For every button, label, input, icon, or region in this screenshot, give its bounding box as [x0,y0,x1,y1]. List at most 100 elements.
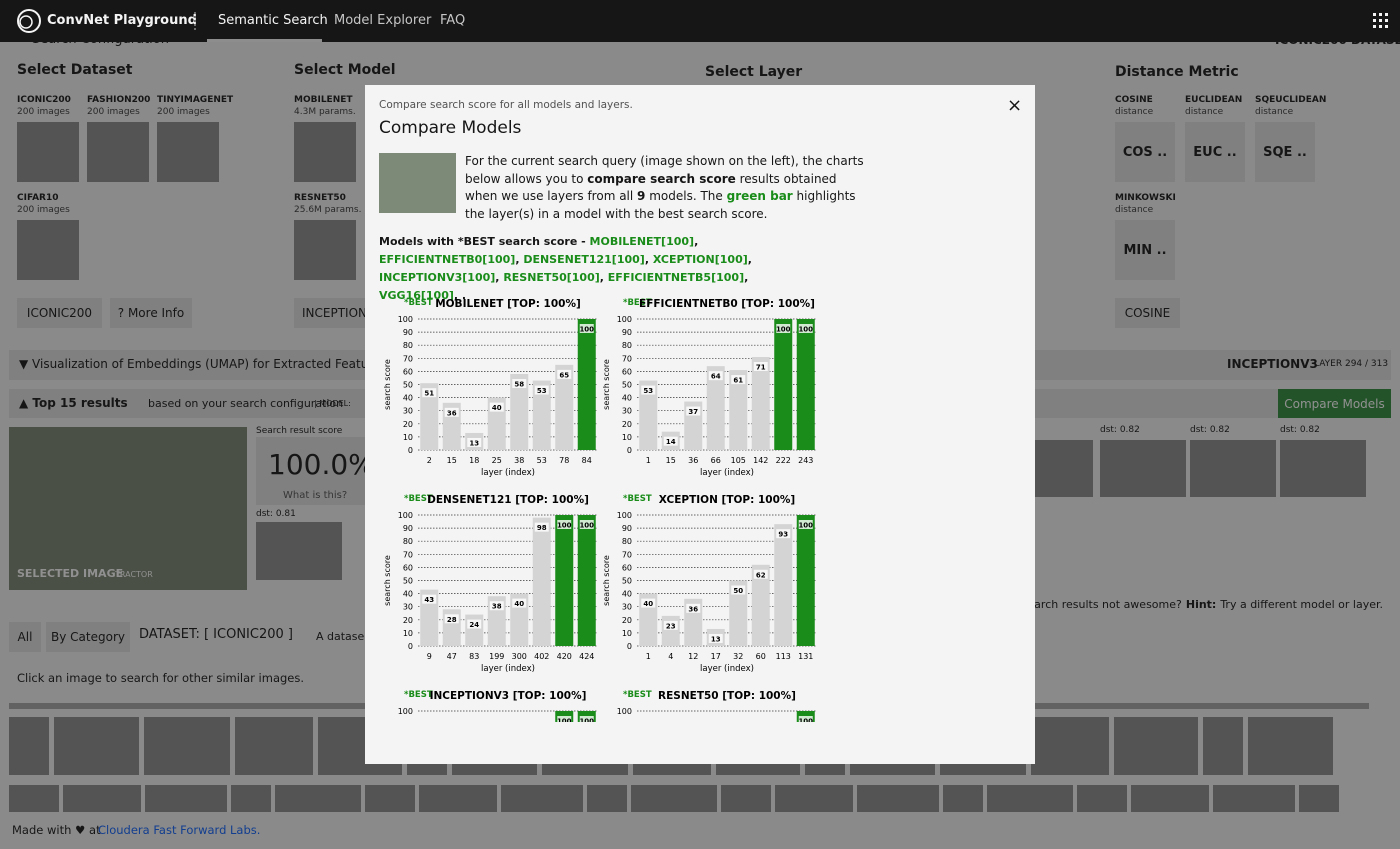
intro-text: 9 [637,189,646,203]
divider [194,12,198,30]
modal-kicker: Compare search score for all models and … [379,99,633,111]
value-label-bg [753,361,768,371]
gallery-thumb [365,785,415,812]
value-label: 43 [424,596,434,604]
bar [796,319,815,450]
best-label: *BEST [623,494,652,504]
bar [420,589,439,646]
nav-tab[interactable]: Semantic Search [218,13,328,28]
x-tick-label: 113 [776,652,791,661]
value-label: 100 [798,718,813,723]
y-tick-label: 40 [622,394,632,403]
gallery-thumb [721,785,771,812]
gallery-thumb [9,717,49,775]
y-tick-label: 100 [398,511,413,520]
results-model: | MODEL: [314,399,351,408]
bar [796,515,815,646]
best-model: INCEPTIONV3[100] [379,271,496,284]
result-thumb [1100,440,1186,497]
value-label-bg [557,520,572,529]
selected-label: SELECTED IMAGE [17,567,124,580]
dst-label: dst: 0.82 [1280,425,1320,435]
value-label-bg [422,388,437,398]
dst-label: dst: 0.82 [1100,425,1140,435]
bar [532,517,551,646]
dst-label: dst: 0.82 [1190,425,1230,435]
value-label: 100 [798,326,813,334]
x-tick-label: 1 [646,456,651,465]
dataset-name: FASHION200 [87,95,151,105]
value-label-bg [798,716,813,722]
close-button[interactable]: × [1007,95,1023,116]
app-switcher[interactable] [1372,12,1390,30]
value-label: 40 [514,600,524,608]
value-label-bg [557,716,572,722]
intro-text: compare search score [587,171,736,186]
hint: Search results not awesome? Hint: Try a di… [1016,598,1383,611]
y-tick-label: 60 [622,367,632,376]
value-label: 100 [579,522,594,530]
x-tick-label: 38 [514,456,524,465]
brand[interactable]: ConvNet Playground [47,13,197,28]
x-tick-label: 78 [559,456,569,465]
nav-tab[interactable]: FAQ [440,13,466,28]
y-tick-label: 100 [617,511,632,520]
separator: , [694,235,699,248]
bar [706,366,725,450]
value-label: 13 [469,439,479,447]
x-tick-label: 53 [537,456,547,465]
active-tab-indicator [207,0,322,42]
result-thumb [1190,440,1276,497]
value-label: 37 [688,408,698,416]
dataset-name: ICONIC200 [17,95,71,105]
dataset-thumb [87,122,149,182]
nav-tab[interactable]: Model Explorer [334,13,432,28]
gallery-thumb [1299,785,1339,812]
value-label: 100 [798,522,813,530]
x-tick-label: 105 [731,456,746,465]
bar [420,383,439,450]
best-model: EFFICIENTNETB0[100] [379,253,516,266]
metric-sub: distance [1115,107,1154,117]
value-label: 38 [492,603,502,611]
chart-title: MOBILENET [TOP: 100%] [435,298,581,310]
section-heading: Select Layer [705,64,803,80]
x-tick-label: 9 [427,652,432,661]
gallery-thumb [775,785,853,812]
y-tick-label: 70 [622,550,632,559]
y-tick-label: 30 [403,603,413,612]
y-tick-label: 60 [622,563,632,572]
value-label: 100 [557,522,572,530]
chart-title: RESNET50 [TOP: 100%] [658,690,796,702]
bar [465,614,484,646]
umap-model: INCEPTIONV3 [1227,357,1318,371]
bar [555,364,574,450]
value-label: 28 [447,616,457,624]
value-label: 53 [537,387,547,395]
metric-name: COSINE [1115,95,1153,105]
x-tick-label: 402 [534,652,549,661]
y-axis-label: search score [602,555,611,606]
best-models: Models with *BEST search score - MOBILEN… [379,233,799,305]
x-tick-label: 1 [646,652,651,661]
best-label: *BEST [404,298,433,308]
x-tick-label: 32 [733,652,743,661]
x-tick-label: 15 [447,456,457,465]
dataset-button: ICONIC200 [17,298,102,328]
best-model: VGG16[100] [379,289,454,302]
x-tick-label: 60 [756,652,766,661]
value-label: 40 [492,404,502,412]
x-tick-label: 222 [776,456,791,465]
gallery-thumb [1203,717,1243,775]
dataset-thumb [17,122,79,182]
value-label-bg [467,619,482,629]
umap-layer: LAYER 294 / 313 [1314,359,1389,369]
umap-title: ▼ Visualization of Embeddings (UMAP) for… [19,357,387,371]
y-tick-label: 0 [627,642,632,651]
score-label: Search result score [256,426,343,436]
compare-button[interactable]: Compare Models [1278,389,1391,418]
gallery-thumb [235,717,313,775]
model-sub: 4.3M params. [294,107,356,117]
value-label-bg [422,594,437,604]
value-label: 36 [447,409,457,417]
